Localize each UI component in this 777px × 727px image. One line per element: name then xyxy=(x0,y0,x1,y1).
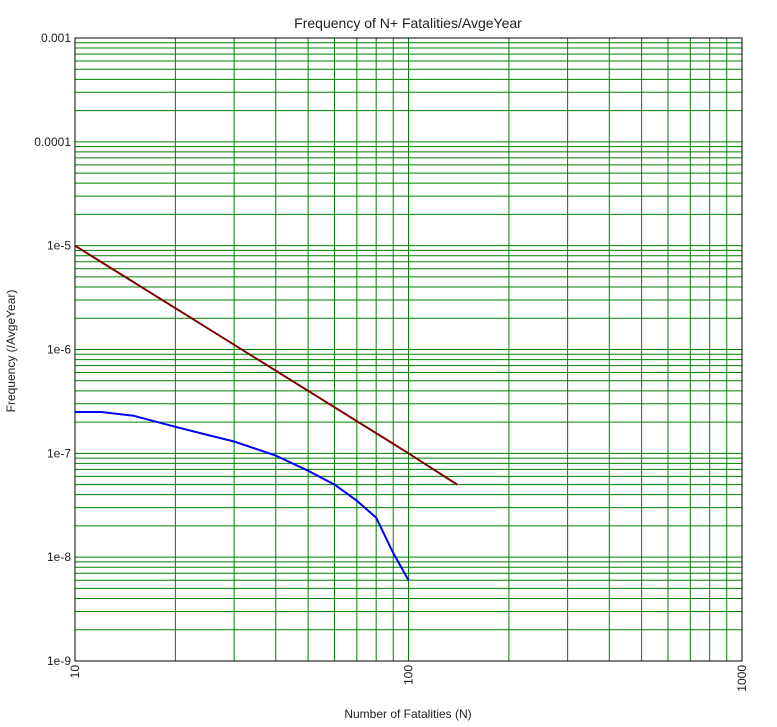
y-tick-label: 1e-6 xyxy=(47,343,71,357)
chart-title: Frequency of N+ Fatalities/AvgeYear xyxy=(294,15,522,31)
y-tick-label: 1e-5 xyxy=(47,239,71,253)
series-line-2 xyxy=(75,411,410,581)
y-tick-label: 1e-8 xyxy=(47,550,71,564)
y-tick-label: 0.001 xyxy=(41,31,71,45)
series-layer xyxy=(74,244,458,581)
x-tick-label: 1000 xyxy=(735,665,749,692)
y-tick-labels: 0.001 0.0001 1e-5 1e-6 1e-7 1e-8 1e-9 xyxy=(34,31,71,668)
plot-frame xyxy=(74,37,743,662)
x-tick-label: 100 xyxy=(402,665,416,685)
grid xyxy=(74,38,742,662)
y-tick-label: 0.0001 xyxy=(34,135,71,149)
y-tick-label: 1e-9 xyxy=(47,654,71,668)
series-line-1 xyxy=(74,244,458,486)
y-tick-label: 1e-7 xyxy=(47,446,71,460)
x-tick-labels: 10 100 1000 xyxy=(68,665,749,692)
x-axis-label: Number of Fatalities (N) xyxy=(344,707,471,721)
y-axis-label: Frequency (/AvgeYear) xyxy=(4,290,18,413)
x-tick-label: 10 xyxy=(68,665,82,679)
